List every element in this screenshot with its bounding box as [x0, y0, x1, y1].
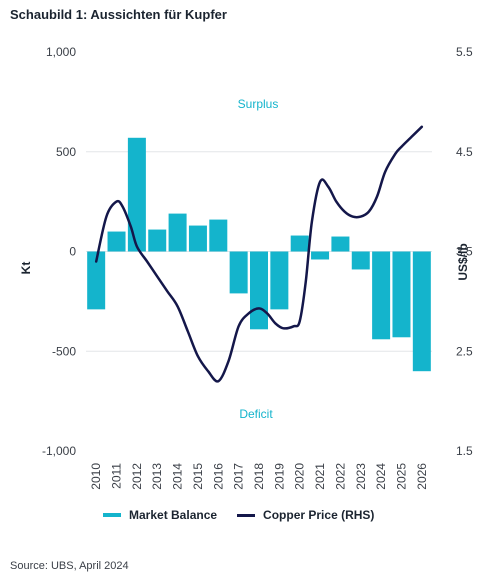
bar-2015 — [188, 225, 207, 252]
y-tick-label-left: 0 — [69, 245, 76, 259]
bar-2020 — [290, 235, 309, 252]
bar-2010 — [87, 251, 106, 310]
x-tick-label: 2020 — [293, 463, 307, 490]
bar-2018 — [250, 251, 268, 330]
chart-legend: Market Balance Copper Price (RHS) — [103, 508, 394, 522]
market-balance-bars — [87, 137, 431, 372]
legend-item-copper-price: Copper Price (RHS) — [237, 508, 374, 522]
bar-2013 — [148, 229, 167, 252]
x-tick-label: 2019 — [272, 463, 286, 490]
chart-title: Schaubild 1: Aussichten für Kupfer — [10, 7, 227, 22]
x-tick-label: 2016 — [211, 463, 225, 490]
y-tick-label-right: 2.5 — [456, 344, 473, 358]
y-axis-label-left: Kt — [19, 262, 33, 275]
bar-2016 — [209, 219, 228, 252]
legend-swatch-line — [237, 513, 256, 517]
bar-2021 — [311, 251, 330, 260]
legend-label-copper-price: Copper Price (RHS) — [263, 508, 375, 522]
annotation-deficit: Deficit — [239, 407, 273, 421]
y-tick-label-right: 3.5 — [456, 245, 473, 259]
x-tick-label: 2012 — [130, 463, 144, 490]
copper-price-path — [94, 125, 424, 383]
legend-item-market-balance: Market Balance — [103, 508, 217, 522]
x-tick-label: 2011 — [110, 463, 124, 489]
x-tick-label: 2015 — [191, 463, 205, 490]
left-axis-ticks: 1,000 500 0 -500 -1,000 — [42, 45, 76, 458]
copper-price-line — [94, 125, 424, 383]
x-tick-label: 2026 — [415, 463, 429, 490]
bar-2025 — [392, 251, 411, 338]
x-tick-label: 2014 — [171, 463, 185, 490]
bar-2024 — [372, 251, 391, 340]
x-tick-label: 2024 — [374, 463, 388, 490]
bar-2011 — [107, 231, 126, 252]
x-tick-label: 2010 — [89, 463, 103, 490]
x-tick-label: 2013 — [150, 463, 164, 490]
x-tick-label: 2022 — [333, 463, 347, 490]
y-tick-label-left: -500 — [52, 344, 76, 358]
bar-2014 — [168, 213, 187, 252]
legend-label-market-balance: Market Balance — [129, 508, 218, 522]
x-axis-ticks: 2010 2011 2012 2013 2014 2015 2016 2017 2018 2019… — [89, 463, 429, 490]
annotation-surplus: Surplus — [238, 97, 279, 111]
source-note: Source: UBS, April 2024 — [10, 560, 129, 572]
bar-2022 — [331, 236, 350, 252]
x-tick-label: 2017 — [232, 463, 246, 490]
y-tick-label-right: 5.5 — [456, 45, 473, 59]
right-axis-ticks: 5.5 4.5 3.5 2.5 1.5 — [456, 45, 473, 458]
bar-2012 — [127, 137, 146, 252]
x-tick-label: 2021 — [313, 463, 327, 490]
x-tick-label: 2018 — [252, 463, 266, 490]
bar-2019 — [270, 251, 289, 310]
bar-2026 — [412, 251, 431, 372]
y-tick-label-left: 500 — [56, 145, 76, 159]
y-tick-label-right: 1.5 — [456, 444, 473, 458]
bar-2017 — [229, 251, 248, 294]
x-tick-label: 2025 — [394, 463, 408, 490]
x-tick-label: 2023 — [354, 463, 368, 490]
bar-2023 — [351, 251, 370, 270]
legend-swatch-bar — [103, 513, 121, 517]
y-tick-label-left: -1,000 — [42, 444, 76, 458]
y-tick-label-left: 1,000 — [46, 45, 76, 59]
y-tick-label-right: 4.5 — [456, 145, 473, 159]
y-axis-label-right: US$/lb — [456, 243, 470, 280]
